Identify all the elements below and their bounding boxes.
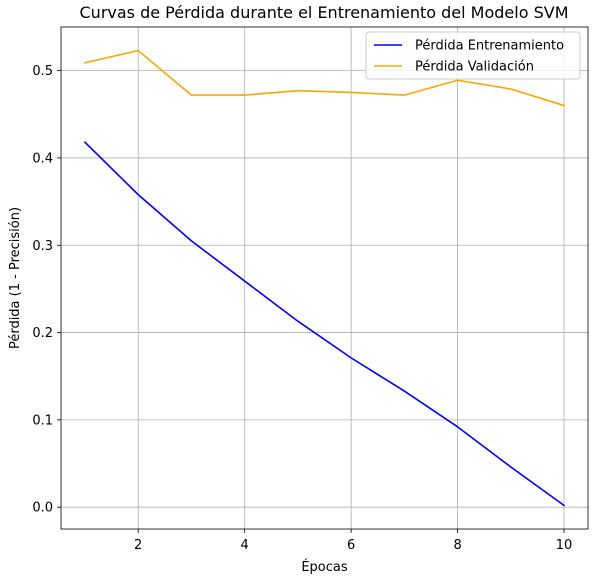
- x-tick-label: 6: [347, 538, 355, 553]
- y-tick-label: 0.5: [32, 64, 53, 79]
- series-line-1: [83, 141, 566, 507]
- y-axis: 0.0 0.1 0.2 0.3 0.4 0.5: [32, 64, 61, 516]
- legend: Pérdida Entrenamiento Pérdida Validación: [365, 31, 581, 80]
- x-axis: 2 4 6 8 10: [134, 529, 572, 553]
- chart-title: Curvas de Pérdida durante el Entrenamien…: [80, 3, 569, 22]
- series-line-2: [83, 49, 566, 107]
- legend-box: [365, 31, 581, 80]
- y-tick-label: 0.2: [32, 326, 53, 341]
- plot-area: [60, 26, 589, 530]
- legend-label: Pérdida Validación: [415, 60, 534, 75]
- y-axis-title: Pérdida (1 - Precisión): [8, 207, 23, 349]
- grid-lines: [61, 27, 588, 529]
- x-tick-label: 10: [556, 538, 573, 553]
- series-layer: [83, 49, 566, 507]
- y-tick-label: 0.1: [32, 413, 53, 428]
- x-axis-title: Épocas: [301, 559, 348, 575]
- y-tick-label: 0.3: [32, 239, 53, 254]
- y-tick-label: 0.4: [32, 151, 53, 166]
- x-tick-label: 2: [134, 538, 142, 553]
- x-tick-label: 8: [453, 538, 461, 553]
- x-tick-label: 4: [241, 538, 249, 553]
- legend-label: Pérdida Entrenamiento: [415, 39, 564, 54]
- y-tick-label: 0.0: [32, 501, 53, 516]
